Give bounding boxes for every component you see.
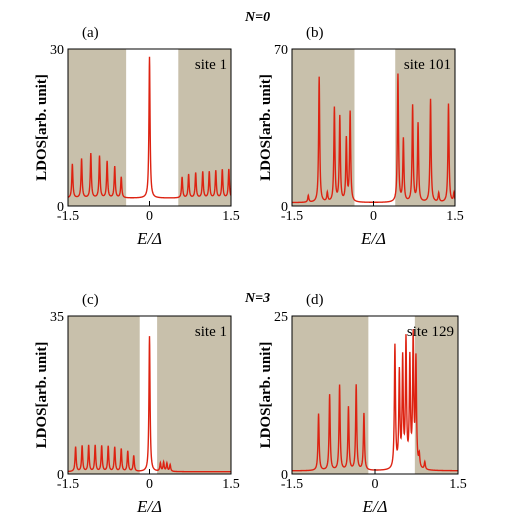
panel-c-xlabel: E/Δ bbox=[136, 497, 162, 516]
panel-c-xtick-label: 1.5 bbox=[222, 477, 240, 492]
panel-d-annotation: site 129 bbox=[407, 324, 454, 340]
panel-b-xlabel: E/Δ bbox=[360, 229, 386, 248]
panel-a-ylabel: LDOS[arb. unit] bbox=[34, 74, 50, 181]
panel-d-xtick-label: 0 bbox=[372, 477, 379, 492]
panel-d-ylabel: LDOS[arb. unit] bbox=[258, 342, 274, 449]
panel-a-xtick-label: 1.5 bbox=[222, 209, 240, 224]
panel-c-shade-right bbox=[157, 316, 231, 474]
panel-b-shade-left bbox=[292, 49, 355, 206]
group-label-n3: N=3 bbox=[244, 291, 270, 306]
panel-b-xtick-label: 0 bbox=[370, 209, 377, 224]
panel-a-shade-left bbox=[68, 49, 127, 206]
panel-c-shade-left bbox=[68, 316, 140, 474]
panel-d-xtick-label: -1.5 bbox=[281, 477, 303, 492]
panel-c-xtick-label: -1.5 bbox=[57, 477, 79, 492]
panel-c-ldos-curve bbox=[68, 336, 231, 473]
panel-a-ldos-curve bbox=[68, 56, 231, 199]
panel-a-ytick-label: 30 bbox=[50, 43, 64, 58]
group-label-n0: N=0 bbox=[244, 10, 270, 25]
panel-a-xlabel: E/Δ bbox=[136, 229, 162, 248]
panel-d-xlabel: E/Δ bbox=[361, 497, 387, 516]
panel-a-annotation: site 1 bbox=[195, 57, 227, 73]
panel-b-ytick-label: 0 bbox=[281, 200, 288, 215]
panel-c-annotation: site 1 bbox=[195, 324, 227, 340]
panel-b-xtick-label: 1.5 bbox=[446, 209, 464, 224]
panel-d-xtick-label: 1.5 bbox=[449, 477, 467, 492]
panel-b-letter: (b) bbox=[306, 25, 324, 41]
panel-d-shade-right bbox=[414, 316, 458, 474]
panel-d-ytick-label: 0 bbox=[281, 468, 288, 483]
panel-b-xtick-label: -1.5 bbox=[281, 209, 303, 224]
panel-b-shade-right bbox=[395, 49, 455, 206]
panel-c-ylabel: LDOS[arb. unit] bbox=[34, 342, 50, 449]
panel-b-ylabel: LDOS[arb. unit] bbox=[258, 74, 274, 181]
panel-a-ytick-label: 0 bbox=[57, 200, 64, 215]
panel-a-letter: (a) bbox=[82, 25, 99, 41]
panel-d-ytick-label: 25 bbox=[274, 310, 288, 325]
panel-b-annotation: site 101 bbox=[404, 57, 451, 73]
panel-c-letter: (c) bbox=[82, 292, 99, 308]
panel-c-ytick-label: 0 bbox=[57, 468, 64, 483]
panel-a-xtick-label: 0 bbox=[146, 209, 153, 224]
panel-b-ytick-label: 70 bbox=[274, 43, 288, 58]
panel-d-letter: (d) bbox=[306, 292, 324, 308]
panel-c-ytick-label: 35 bbox=[50, 310, 64, 325]
panel-a-xtick-label: -1.5 bbox=[57, 209, 79, 224]
panel-c-xtick-label: 0 bbox=[146, 477, 153, 492]
